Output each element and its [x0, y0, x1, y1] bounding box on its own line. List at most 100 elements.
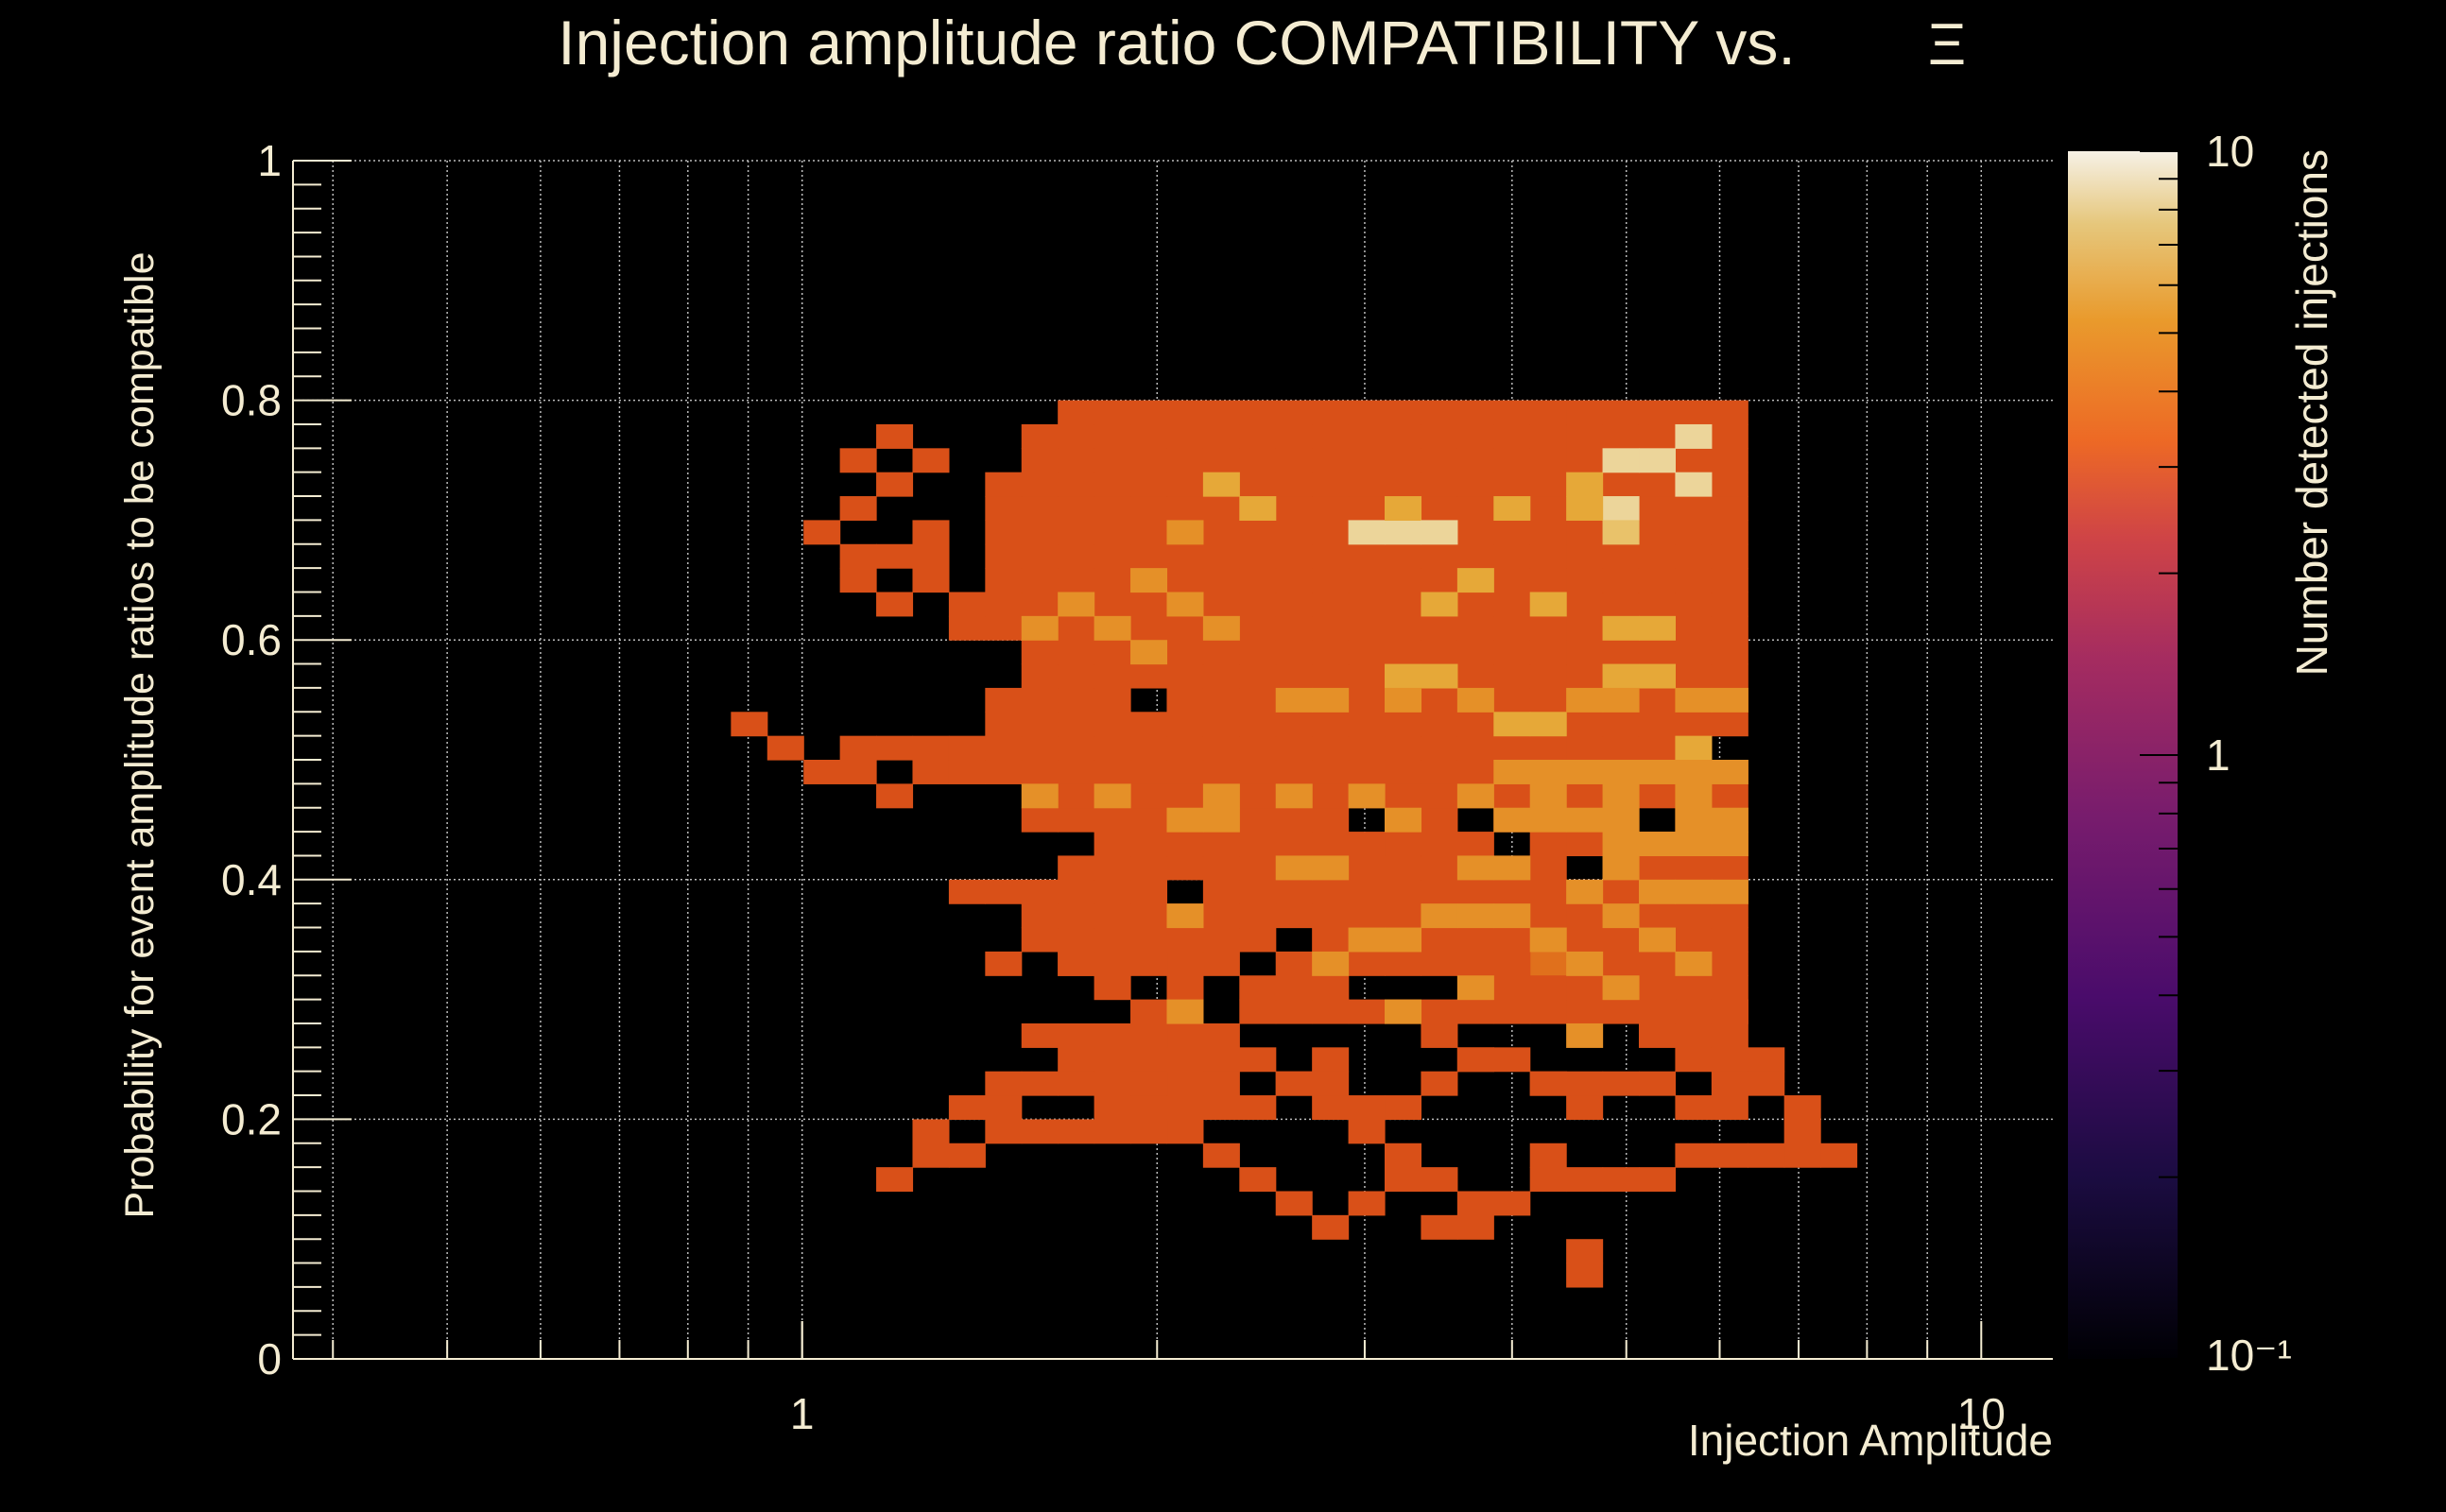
heatmap-cell [1239, 903, 1277, 929]
heatmap-cell [1058, 687, 1095, 713]
heatmap-cell [1385, 687, 1422, 713]
heatmap-cell [1529, 496, 1567, 521]
heatmap-cell [1566, 903, 1604, 929]
heatmap-cell [1566, 832, 1604, 857]
colorbar-tick-label: 1 [2206, 730, 2231, 780]
heatmap-cell [1312, 760, 1350, 784]
heatmap-cell [1094, 760, 1131, 784]
heatmap-cell [1239, 999, 1277, 1024]
heatmap-cell [1348, 735, 1386, 761]
heatmap-cell [1348, 760, 1386, 784]
heatmap-cell [1566, 783, 1604, 809]
heatmap-cell [1021, 448, 1059, 473]
heatmap-cell [1202, 448, 1240, 473]
heatmap-cell [876, 543, 914, 569]
heatmap-cell [1385, 951, 1422, 976]
heatmap-cell [1166, 663, 1204, 689]
heatmap-cell [1602, 1071, 1640, 1096]
heatmap-cell [1166, 423, 1204, 449]
heatmap-cell [948, 735, 986, 761]
heatmap-cell [803, 760, 841, 784]
heatmap-cell [803, 520, 841, 545]
heatmap-cell [876, 592, 914, 617]
heatmap-cell [1529, 975, 1567, 1001]
heatmap-cell [1275, 832, 1313, 857]
heatmap-cell [1748, 1143, 1785, 1168]
heatmap-cell [1711, 1047, 1748, 1073]
heatmap-cell [1456, 951, 1494, 976]
heatmap-cell [1130, 615, 1168, 641]
heatmap-cell [1638, 543, 1677, 569]
heatmap-cell [1711, 807, 1748, 833]
heatmap-cell [1421, 807, 1458, 833]
heatmap-cells [731, 400, 1858, 1288]
heatmap-cell [1456, 903, 1494, 929]
heatmap-cell [1456, 448, 1494, 473]
heatmap-cell [1166, 951, 1204, 976]
heatmap-cell [1675, 1047, 1713, 1073]
heatmap-cell [1566, 1263, 1604, 1288]
heatmap-cell [1602, 615, 1640, 641]
heatmap-cell [1748, 1071, 1785, 1096]
y-tick-label: 0.8 [221, 376, 282, 425]
heatmap-cell [1021, 615, 1059, 641]
heatmap-cell [1021, 543, 1059, 569]
heatmap-cell [1783, 1143, 1821, 1168]
heatmap-cell [1166, 1022, 1204, 1048]
heatmap-cell [1275, 1191, 1313, 1216]
heatmap-cell [1385, 592, 1422, 617]
heatmap-cell [1094, 1022, 1131, 1048]
heatmap-cell [1021, 879, 1059, 904]
heatmap-cell [1566, 760, 1604, 784]
heatmap-cell [1493, 760, 1531, 784]
heatmap-cell [1239, 783, 1277, 809]
heatmap-cell [1421, 999, 1458, 1024]
heatmap-cell [1312, 1047, 1350, 1073]
heatmap-cell [1094, 879, 1131, 904]
heatmap-cell [839, 735, 877, 761]
heatmap-cell [1130, 448, 1168, 473]
heatmap-cell [985, 951, 1023, 976]
heatmap-cell [1239, 1047, 1277, 1073]
heatmap-cell [948, 1095, 986, 1120]
heatmap-cell [1638, 448, 1677, 473]
heatmap-cell [876, 735, 914, 761]
heatmap-cell [1385, 423, 1422, 449]
heatmap-cell [1421, 663, 1458, 689]
heatmap-cell [1021, 712, 1059, 737]
heatmap-cell [1421, 927, 1458, 953]
heatmap-cell [1675, 760, 1713, 784]
heatmap-cell [1202, 760, 1240, 784]
heatmap-cell [1094, 520, 1131, 545]
chart-title-symbol: Ξ [1928, 12, 1966, 77]
heatmap-cell [1239, 735, 1277, 761]
heatmap-cell [1348, 783, 1386, 809]
heatmap-cell [1166, 832, 1204, 857]
heatmap-cell [1385, 472, 1422, 497]
heatmap-cell [1385, 663, 1422, 689]
heatmap-cell [1130, 807, 1168, 833]
heatmap-cell [1166, 855, 1204, 881]
heatmap-cell [1202, 1095, 1240, 1120]
heatmap-cell [1675, 472, 1713, 497]
heatmap-cell [1566, 1071, 1604, 1096]
heatmap-cell [1529, 1143, 1567, 1168]
heatmap-cell [1312, 472, 1350, 497]
heatmap-cell [1058, 663, 1095, 689]
heatmap-cell [1166, 472, 1204, 497]
heatmap-cell [1094, 807, 1131, 833]
heatmap-cell [1348, 615, 1386, 641]
heatmap-cell [1421, 687, 1458, 713]
heatmap-cell [1021, 663, 1059, 689]
heatmap-cell [1602, 496, 1640, 521]
heatmap-cell [1711, 400, 1748, 425]
heatmap-cell [1638, 832, 1677, 857]
heatmap-cell [1021, 760, 1059, 784]
heatmap-cell [1130, 832, 1168, 857]
heatmap-cell [985, 879, 1023, 904]
heatmap-cell [1421, 879, 1458, 904]
heatmap-cell [1675, 1095, 1713, 1120]
heatmap-cell [1566, 640, 1604, 665]
heatmap-cell [1021, 496, 1059, 521]
heatmap-cell [1130, 903, 1168, 929]
